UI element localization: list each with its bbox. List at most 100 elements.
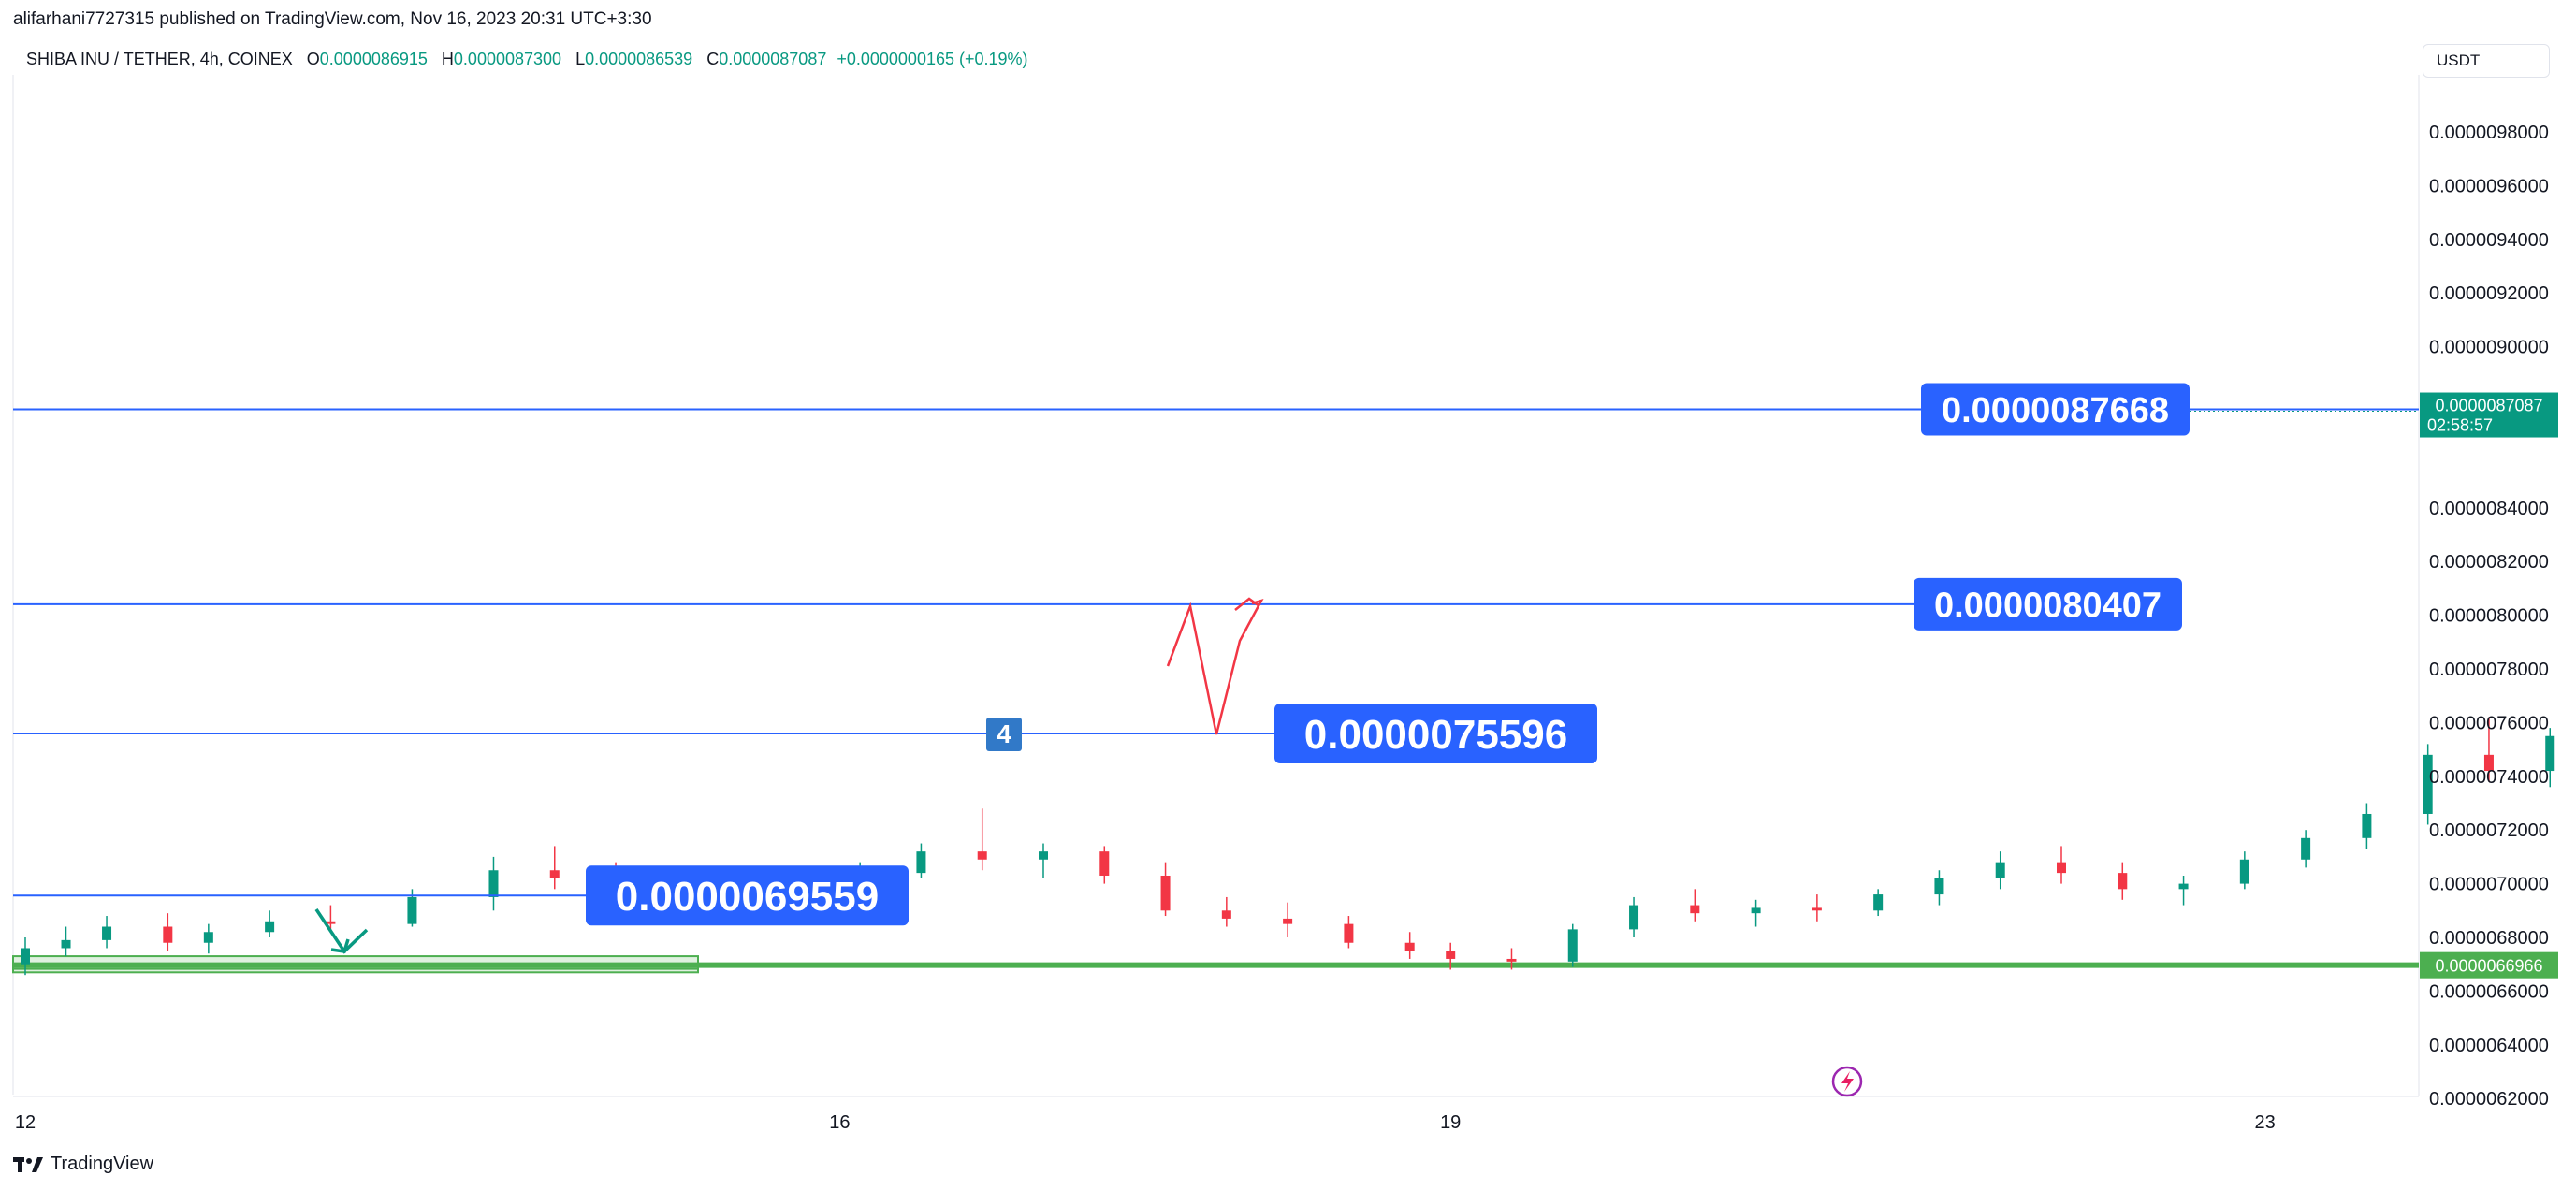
y-tick-label: 0.0000074000 [2429, 767, 2549, 788]
arrow-drawing [1234, 597, 1260, 611]
y-tick-label: 0.0000066000 [2429, 981, 2549, 1002]
candle-body [265, 921, 275, 933]
candle-body [1506, 958, 1517, 962]
close-value: 0.0000087087 [719, 50, 827, 68]
level-callout-text: 0.0000080407 [1934, 587, 2161, 626]
candle [1873, 889, 1884, 917]
candle-body [1160, 875, 1171, 911]
candle-body [1283, 918, 1293, 924]
candle [2423, 744, 2433, 825]
y-tick-label: 0.0000094000 [2429, 230, 2549, 251]
candle-body [549, 870, 560, 878]
y-tick-label: 0.0000080000 [2429, 606, 2549, 627]
last-price-tag [2420, 392, 2558, 438]
candle [2483, 717, 2494, 782]
support-zone-layer [12, 955, 2419, 974]
level-callout [586, 865, 909, 926]
candle [1567, 923, 1578, 967]
x-tick-label: 16 [829, 1112, 850, 1133]
wave-label-box [986, 717, 1022, 751]
y-tick-label: 0.0000092000 [2429, 283, 2549, 304]
wave-label-text: 4 [997, 719, 1011, 748]
candle-body [1629, 905, 1639, 930]
candle [2178, 875, 2189, 906]
x-tick-label: 19 [1440, 1112, 1461, 1133]
candle-body [163, 926, 173, 943]
y-tick-label: 0.0000062000 [2429, 1089, 2549, 1110]
annotations-layer [314, 597, 1863, 1097]
candle [163, 913, 173, 951]
candle-body [21, 948, 30, 965]
y-tick-label: 0.0000070000 [2429, 875, 2549, 895]
candle [2545, 728, 2555, 788]
low-value: 0.0000086539 [585, 50, 693, 68]
candle [1446, 942, 1456, 970]
candles-layer [21, 717, 2555, 976]
candle-body [1221, 910, 1231, 919]
candle [1099, 846, 1110, 884]
time-axis[interactable]: 121619232629Nov15:30691316202327 [15, 1112, 2576, 1133]
candle-body [1344, 923, 1354, 943]
candle-body [1751, 907, 1761, 914]
last-price-tag-text: 0.0000087087 [2435, 397, 2542, 415]
candle [203, 923, 213, 954]
zigzag-drawing [1166, 598, 1264, 735]
publisher-line: alifarhani7727315 published on TradingVi… [13, 9, 652, 29]
candle-body [2301, 837, 2311, 860]
candle-body [2545, 735, 2555, 772]
candle-body [2423, 754, 2433, 814]
candle-body [1567, 929, 1578, 962]
candle [21, 937, 30, 976]
y-tick-label: 0.0000068000 [2429, 928, 2549, 949]
wave-arrow-head [330, 938, 350, 953]
level-callout [1921, 383, 2190, 436]
candle-body [2483, 754, 2494, 772]
candle [1404, 932, 1415, 959]
candle-body [916, 851, 926, 874]
y-tick-label: 0.0000078000 [2429, 660, 2549, 680]
candle [1934, 870, 1944, 906]
low-label: L [575, 50, 586, 68]
candle [1506, 948, 1517, 970]
candle [1751, 899, 1761, 927]
candle-body [2118, 873, 2128, 890]
candle-body [407, 896, 417, 924]
level-callout [1914, 577, 2182, 631]
candle-body [2057, 862, 2066, 874]
flash-icon[interactable] [1831, 1066, 1863, 1097]
y-tick-label: 0.0000064000 [2429, 1036, 2549, 1056]
candle-body [1446, 951, 1456, 959]
y-tick-label: 0.0000090000 [2429, 338, 2549, 358]
candle [265, 910, 275, 937]
candle-body [2362, 813, 2372, 838]
open-label: O [306, 50, 320, 68]
candle [1995, 851, 2005, 890]
candle [2362, 803, 2372, 849]
candle [2239, 851, 2249, 890]
candle-body [1099, 851, 1110, 876]
y-tick-label: 0.0000072000 [2429, 820, 2549, 841]
candle [977, 808, 987, 871]
candle-body [203, 932, 213, 943]
currency-selector[interactable]: USDT [2423, 44, 2550, 78]
level-callout-text: 0.0000075596 [1304, 712, 1567, 758]
candle-body [1873, 894, 1884, 911]
footer: TradingView [13, 1154, 153, 1175]
tradingview-logo-icon [13, 1156, 43, 1172]
candle [326, 905, 336, 930]
candle-body [488, 870, 499, 897]
y-tick-label: 0.0000082000 [2429, 552, 2549, 573]
candle-body [2178, 883, 2189, 890]
high-value: 0.0000087300 [453, 50, 562, 68]
candle-body [977, 851, 987, 860]
candle [549, 846, 560, 890]
candle [1812, 894, 1822, 922]
y-tick-label: 0.0000076000 [2429, 713, 2549, 733]
candle [1629, 896, 1639, 937]
candle-body [102, 926, 112, 940]
high-label: H [441, 50, 454, 68]
candle [488, 856, 499, 911]
candle [1344, 916, 1354, 949]
y-tick-label: 0.0000098000 [2429, 123, 2549, 143]
